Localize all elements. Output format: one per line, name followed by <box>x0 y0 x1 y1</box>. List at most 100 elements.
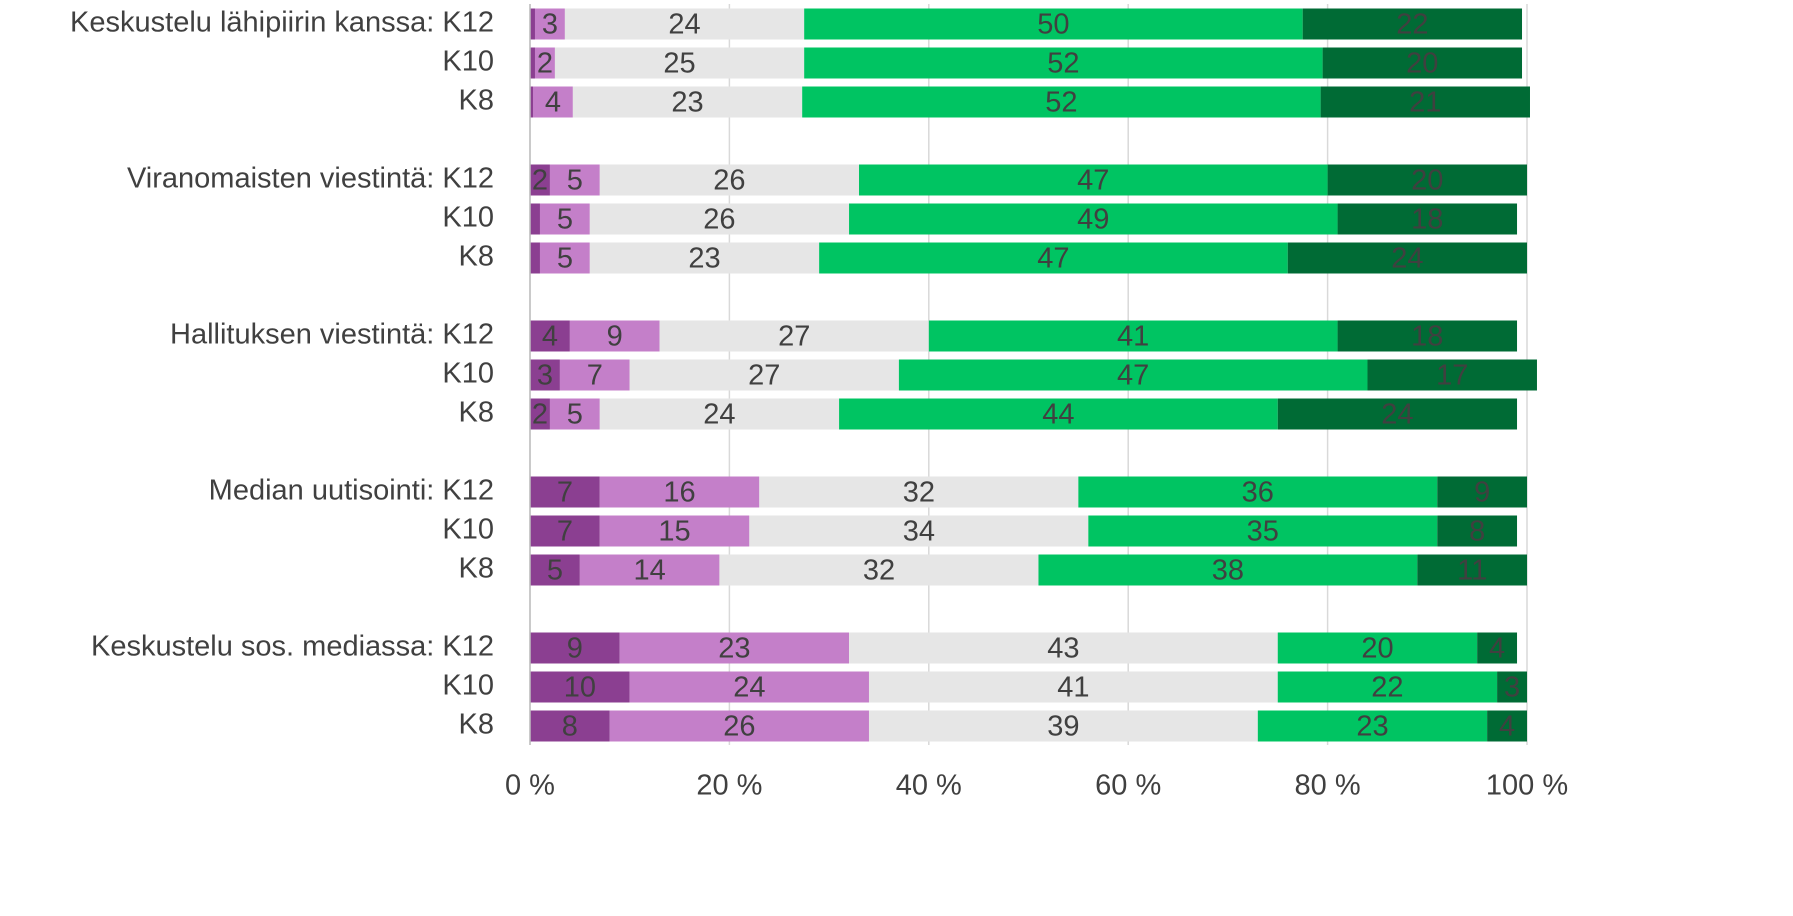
data-label: 44 <box>1042 399 1074 431</box>
bar-segment <box>609 710 869 742</box>
data-label: 26 <box>723 711 755 743</box>
y-tick-label: K10 <box>442 358 494 390</box>
y-tick-label: K10 <box>442 670 494 702</box>
bar-segment <box>589 203 850 235</box>
data-label: 27 <box>778 321 810 353</box>
bar-segment <box>1038 554 1418 586</box>
bar-segment <box>530 242 540 274</box>
data-label: 47 <box>1077 165 1109 197</box>
data-label: 24 <box>1381 399 1413 431</box>
bar-segment <box>572 86 803 118</box>
data-label: 24 <box>733 672 765 704</box>
bar-segment <box>530 632 620 664</box>
bar-segment <box>1322 47 1523 79</box>
data-label: 20 <box>1411 165 1443 197</box>
bar-segment <box>1078 476 1438 508</box>
y-tick-label: Keskustelu sos. mediassa: K12 <box>91 631 494 663</box>
data-label: 23 <box>671 87 703 119</box>
bar-segment <box>719 554 1039 586</box>
bar-segment <box>802 86 1321 118</box>
data-label: 9 <box>1474 477 1490 509</box>
data-label: 8 <box>562 711 578 743</box>
data-label: 20 <box>1406 48 1438 80</box>
data-label: 3 <box>542 9 558 41</box>
data-label: 2 <box>532 165 548 197</box>
data-label: 8 <box>1469 516 1485 548</box>
bar-segment <box>659 320 929 352</box>
x-tick-label: 80 % <box>1295 770 1361 802</box>
data-label: 34 <box>903 516 935 548</box>
data-label: 41 <box>1117 321 1149 353</box>
bar-segment <box>1417 554 1527 586</box>
y-tick-label: K10 <box>442 514 494 546</box>
data-label: 7 <box>557 516 573 548</box>
bar-segment <box>530 476 600 508</box>
data-label: 26 <box>713 165 745 197</box>
data-label: 47 <box>1117 360 1149 392</box>
bar-segment <box>599 476 760 508</box>
bar-segment <box>539 242 590 274</box>
data-label: 9 <box>567 633 583 665</box>
data-label: 3 <box>1504 672 1520 704</box>
bar-segment <box>819 242 1288 274</box>
bar-segment <box>530 86 533 118</box>
data-label: 35 <box>1247 516 1279 548</box>
bar-segment <box>804 47 1323 79</box>
data-label: 7 <box>587 360 603 392</box>
data-label: 2 <box>537 48 553 80</box>
bar-segment <box>530 710 610 742</box>
data-label: 18 <box>1411 204 1443 236</box>
bar-segment <box>1320 86 1530 118</box>
data-label: 24 <box>1391 243 1423 275</box>
bar-segment <box>868 710 1258 742</box>
data-label: 4 <box>542 321 558 353</box>
bar-segment <box>1088 515 1438 547</box>
bar-segment <box>629 671 869 703</box>
bar-segment <box>1302 8 1523 40</box>
data-label: 5 <box>557 243 573 275</box>
bar-segment <box>554 47 805 79</box>
bar-segment <box>569 320 660 352</box>
data-label: 20 <box>1361 633 1393 665</box>
data-label: 36 <box>1242 477 1274 509</box>
x-tick-label: 60 % <box>1095 770 1161 802</box>
data-label: 24 <box>703 399 735 431</box>
bar-segment <box>839 398 1278 430</box>
data-label: 10 <box>564 672 596 704</box>
bar-segment <box>1277 671 1498 703</box>
bar-segment <box>532 86 573 118</box>
data-label: 4 <box>545 87 561 119</box>
x-tick-label: 40 % <box>896 770 962 802</box>
data-label: 41 <box>1057 672 1089 704</box>
data-label: 24 <box>668 9 700 41</box>
y-tick-label: K8 <box>459 397 494 429</box>
data-label: 23 <box>688 243 720 275</box>
data-label: 50 <box>1037 9 1069 41</box>
bar-segment <box>1277 398 1518 430</box>
bar-segment <box>579 554 720 586</box>
data-label: 52 <box>1047 48 1079 80</box>
bar-segment <box>530 47 535 79</box>
y-tick-label: Keskustelu lähipiirin kanssa: K12 <box>70 7 494 39</box>
y-tick-label: Hallituksen viestintä: K12 <box>170 319 494 351</box>
data-label: 38 <box>1212 555 1244 587</box>
bar-segment <box>549 398 600 430</box>
data-label: 22 <box>1371 672 1403 704</box>
data-label: 23 <box>1356 711 1388 743</box>
bar-segment <box>534 47 555 79</box>
bar-segment <box>868 671 1278 703</box>
data-label: 49 <box>1077 204 1109 236</box>
data-label: 27 <box>748 360 780 392</box>
data-label: 9 <box>607 321 623 353</box>
bar-segment <box>1337 203 1518 235</box>
bar-segment <box>530 359 560 391</box>
bar-segment <box>539 203 590 235</box>
bar-segment <box>1287 242 1527 274</box>
bar-segment <box>629 359 899 391</box>
data-label: 39 <box>1047 711 1079 743</box>
data-label: 5 <box>557 204 573 236</box>
y-tick-label: K10 <box>442 202 494 234</box>
bar-segment <box>849 632 1278 664</box>
x-tick-label: 20 % <box>696 770 762 802</box>
